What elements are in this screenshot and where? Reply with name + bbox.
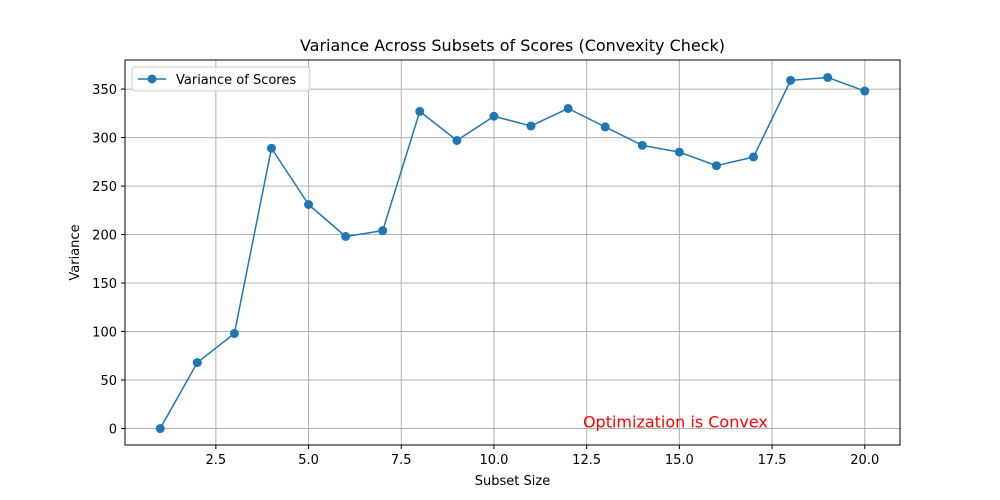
x-tick-label: 20.0	[850, 453, 879, 468]
data-point	[786, 75, 796, 85]
data-point	[266, 143, 276, 153]
data-point	[304, 199, 314, 209]
data-point	[155, 424, 165, 434]
y-tick-label: 350	[92, 83, 117, 98]
y-axis-ticks: 0 50 100 150 200 250 300 350	[92, 83, 125, 438]
y-tick-label: 200	[92, 229, 117, 244]
legend: Variance of Scores	[131, 66, 311, 92]
y-tick-label: 300	[92, 132, 117, 147]
data-point	[526, 121, 536, 131]
convexity-annotation: Optimization is Convex	[583, 413, 768, 432]
x-tick-label: 12.5	[572, 453, 601, 468]
series-line	[159, 76, 866, 429]
legend-box	[131, 66, 311, 92]
data-point	[452, 135, 462, 145]
y-tick-label: 50	[100, 374, 117, 389]
x-tick-label: 10.0	[479, 453, 508, 468]
series-layer	[155, 72, 870, 434]
y-tick-label: 150	[92, 277, 117, 292]
data-point	[341, 231, 351, 241]
chart-title: Variance Across Subsets of Scores (Conve…	[300, 36, 725, 55]
x-tick-label: 2.5	[206, 453, 227, 468]
data-point	[378, 226, 388, 236]
data-point	[229, 328, 239, 338]
x-tick-label: 5.0	[298, 453, 319, 468]
data-point	[415, 106, 425, 116]
grid	[125, 60, 900, 445]
y-tick-label: 100	[92, 326, 117, 341]
plot-frame	[124, 59, 901, 446]
data-point	[674, 147, 684, 157]
data-point	[749, 152, 759, 162]
data-point	[711, 161, 721, 171]
x-axis-label: Subset Size	[475, 474, 550, 489]
data-point	[860, 86, 870, 96]
x-tick-label: 7.5	[391, 453, 412, 468]
x-tick-label: 17.5	[758, 453, 787, 468]
data-point	[563, 103, 573, 113]
data-point	[637, 140, 647, 150]
x-tick-label: 15.0	[665, 453, 694, 468]
data-point	[489, 111, 499, 121]
legend-label: Variance of Scores	[176, 73, 296, 88]
data-point	[600, 122, 610, 132]
data-point	[823, 72, 833, 82]
x-axis-ticks: 2.5 5.0 7.5 10.0 12.5 15.0 17.5 20.0	[206, 445, 879, 468]
y-axis-label: Variance	[68, 224, 83, 280]
y-tick-label: 250	[92, 180, 117, 195]
legend-point-marker	[147, 74, 157, 84]
data-point	[192, 358, 202, 368]
y-tick-label: 0	[109, 423, 117, 438]
